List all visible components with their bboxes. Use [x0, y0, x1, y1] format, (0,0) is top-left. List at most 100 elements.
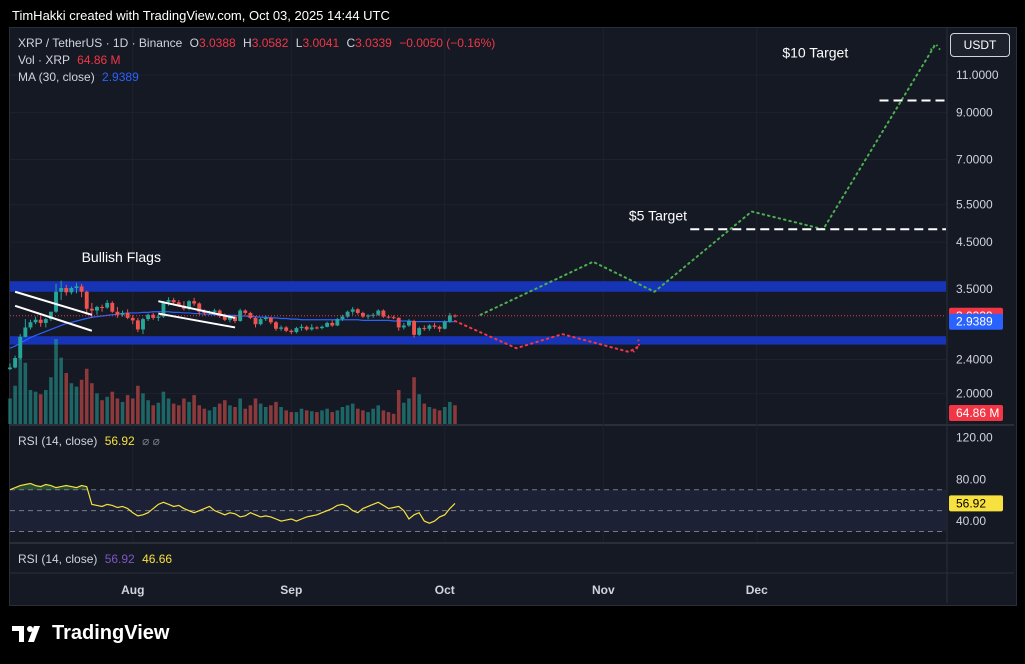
volume-bar — [248, 405, 253, 424]
volume-bar — [402, 402, 406, 424]
volume-bar — [412, 377, 416, 424]
candle-body — [197, 303, 202, 312]
volume-bar — [166, 398, 171, 424]
rsi-legend[interactable]: RSI (14, close) 56.92 ⌀ ⌀ — [18, 434, 160, 448]
candle-body — [166, 300, 171, 302]
tradingview-logo-icon — [12, 625, 40, 642]
volume-bar — [125, 395, 130, 424]
candle-body — [355, 309, 360, 313]
resistance-zone — [10, 281, 946, 292]
volume-bar — [340, 407, 345, 424]
volume-bar — [304, 410, 309, 424]
volume-bar — [28, 390, 33, 424]
rsi2-value1: 56.92 — [104, 552, 135, 566]
support-zone — [10, 336, 946, 345]
candle-body — [69, 287, 74, 293]
volume-bar — [146, 400, 150, 424]
volume-bar — [151, 405, 156, 424]
candle-body — [417, 328, 422, 335]
candle-body — [120, 312, 125, 315]
candle-body — [314, 327, 319, 329]
candle-body — [23, 327, 28, 337]
candle-body — [391, 317, 396, 319]
candle-body — [43, 319, 48, 323]
volume-label: Vol · XRP — [18, 53, 70, 67]
volume-bar — [38, 394, 43, 424]
open-label: O — [189, 36, 199, 50]
candle-body — [54, 291, 58, 312]
tradingview-logo[interactable]: TradingView — [12, 622, 169, 645]
candle-body — [309, 327, 314, 330]
candle-body — [335, 319, 340, 326]
price-tick: 7.0000 — [956, 153, 993, 167]
time-axis[interactable]: Aug Sep Oct Nov Dec — [121, 583, 768, 597]
candle-body — [442, 321, 447, 329]
annotation-label: $5 Target — [629, 208, 687, 224]
volume-bars — [8, 339, 457, 424]
volume-bar — [427, 407, 432, 424]
volume-bar — [105, 396, 109, 424]
volume-bar — [64, 373, 69, 424]
volume-bar — [90, 383, 94, 424]
symbol-legend[interactable]: XRP / TetherUS · 1D · Binance O3.0388 H3… — [18, 36, 495, 50]
price-label-text: 2.9389 — [956, 315, 993, 329]
volume-bar — [217, 403, 222, 424]
candle-body — [79, 286, 84, 292]
currency-button[interactable]: USDT — [950, 33, 1010, 57]
volume-bar — [228, 405, 232, 424]
candle-body — [412, 321, 417, 335]
ma-legend[interactable]: MA (30, close) 2.9389 — [18, 70, 139, 84]
low-value: 3.0041 — [302, 36, 340, 50]
price-tick: 9.0000 — [956, 106, 993, 120]
volume-bar — [448, 401, 452, 424]
rsi-value: 56.92 — [104, 434, 135, 448]
candle-body — [386, 316, 391, 318]
volume-bar — [284, 410, 288, 424]
candle-body — [274, 322, 278, 329]
volume-bar — [95, 393, 99, 424]
candle-body — [161, 301, 166, 317]
projections — [453, 42, 942, 354]
candle-body — [156, 316, 161, 318]
annotations: Bullish Flags $5 Target $10 Target — [82, 44, 849, 265]
candle-body — [100, 306, 105, 308]
volume-bar — [84, 368, 89, 424]
price-tick: 5.5000 — [956, 198, 993, 212]
candle-body — [8, 367, 12, 370]
volume-bar — [33, 391, 38, 424]
volume-bar — [223, 400, 227, 424]
brand-name: TradingView — [52, 622, 170, 644]
candle-body — [18, 336, 23, 359]
volume-bar — [115, 398, 120, 424]
volume-bar — [274, 401, 278, 424]
ma-label: MA (30, close) — [18, 70, 95, 84]
volume-legend[interactable]: Vol · XRP 64.86 M — [18, 53, 121, 67]
volume-bar — [141, 393, 145, 424]
candle-body — [360, 312, 365, 317]
candle-body — [84, 291, 89, 309]
candle-body — [192, 301, 197, 304]
candle-body — [74, 286, 79, 288]
target-lines — [690, 99, 946, 231]
high-label: H — [243, 36, 252, 50]
price-axis[interactable]: 11.0000 9.0000 7.0000 5.5000 4.5000 3.5000 2.4… — [949, 68, 1003, 421]
candle-body — [258, 319, 263, 325]
close-label: C — [346, 36, 356, 50]
rsi-axis-tick: 120.00 — [956, 430, 993, 444]
bear-projection — [453, 320, 641, 354]
volume-bar — [376, 405, 381, 424]
candle-body — [427, 325, 432, 329]
volume-bar — [23, 362, 28, 424]
candle-body — [212, 310, 217, 312]
flag-line-lower — [158, 312, 236, 329]
rsi2-legend[interactable]: RSI (14, close) 56.92 46.66 — [18, 552, 172, 566]
candle-body — [38, 319, 43, 323]
price-tick: 11.0000 — [956, 68, 999, 82]
volume-bar — [8, 398, 12, 424]
volume-bar — [391, 413, 396, 424]
candle-body — [33, 319, 38, 323]
price-label-box — [949, 313, 1003, 330]
time-tick: Oct — [435, 583, 455, 597]
rsi-line — [9, 482, 456, 524]
